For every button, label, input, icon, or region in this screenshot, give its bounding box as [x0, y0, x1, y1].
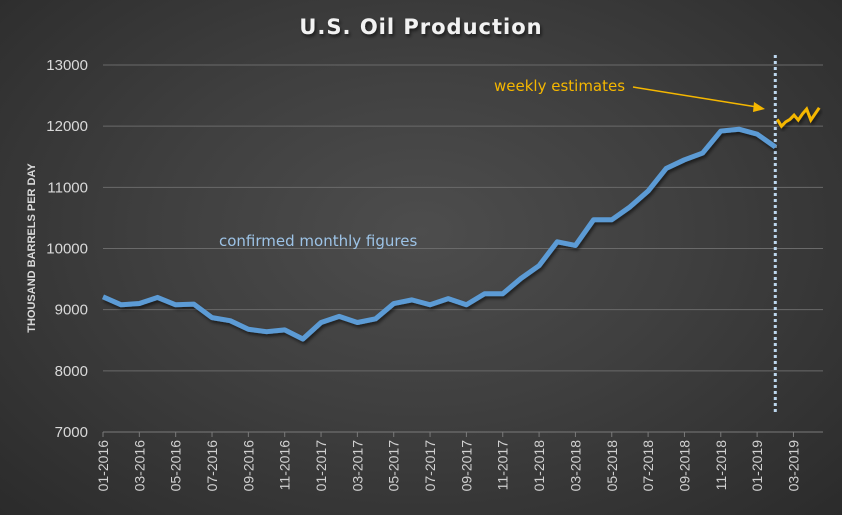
x-tick-label: 01-2019 [749, 440, 765, 492]
x-tick-label: 09-2017 [458, 440, 474, 492]
x-tick-label: 11-2018 [713, 440, 729, 491]
arrow-shaft [632, 86, 758, 108]
x-tick-label: 03-2019 [785, 440, 801, 492]
x-tick-label: 05-2018 [604, 440, 620, 492]
series [101, 106, 821, 342]
x-tick-labels: 01-2016 03-2016 05-2016 07-2016 09-2016 11-20… [95, 432, 801, 491]
y-tick-label: 13000 [46, 57, 88, 74]
y-tick-label: 7000 [55, 424, 88, 441]
gridlines [103, 64, 823, 372]
x-tick-label: 07-2016 [204, 440, 220, 492]
y-tick-labels: 7000 8000 9000 10000 11000 12000 13000 [46, 57, 88, 441]
x-tick-label: 09-2018 [676, 440, 692, 492]
series-line-weekly [776, 106, 821, 129]
y-tick-label: 10000 [46, 241, 88, 258]
y-tick-label: 11000 [47, 179, 88, 196]
x-tick-label: 05-2017 [386, 440, 402, 492]
x-tick-label: 07-2018 [640, 440, 656, 492]
x-tick-label: 07-2017 [422, 440, 438, 492]
x-tick-label: 09-2016 [240, 440, 256, 492]
annotation-monthly: confirmed monthly figures [219, 232, 417, 250]
y-tick-label: 9000 [55, 302, 88, 319]
x-tick-label: 05-2016 [168, 440, 184, 492]
series-line-monthly [101, 126, 777, 342]
x-tick-label: 01-2018 [531, 440, 547, 492]
x-tick-label: 03-2016 [131, 440, 147, 492]
annotation-arrow [632, 86, 765, 112]
y-axis-label: THOUSAND BARRELS PER DAY [26, 163, 38, 333]
chart-title: U.S. Oil Production [299, 15, 542, 39]
y-tick-label: 12000 [46, 118, 88, 135]
x-tick-label: 01-2016 [95, 440, 111, 492]
x-tick-label: 03-2018 [567, 440, 583, 492]
x-tick-label: 01-2017 [313, 440, 329, 492]
x-tick-label: 11-2017 [495, 440, 511, 491]
x-tick-label: 11-2016 [277, 440, 293, 491]
arrow-head-icon [753, 102, 765, 112]
y-tick-label: 8000 [55, 363, 88, 380]
annotation-weekly: weekly estimates [494, 77, 625, 95]
x-tick-label: 03-2017 [349, 440, 365, 492]
